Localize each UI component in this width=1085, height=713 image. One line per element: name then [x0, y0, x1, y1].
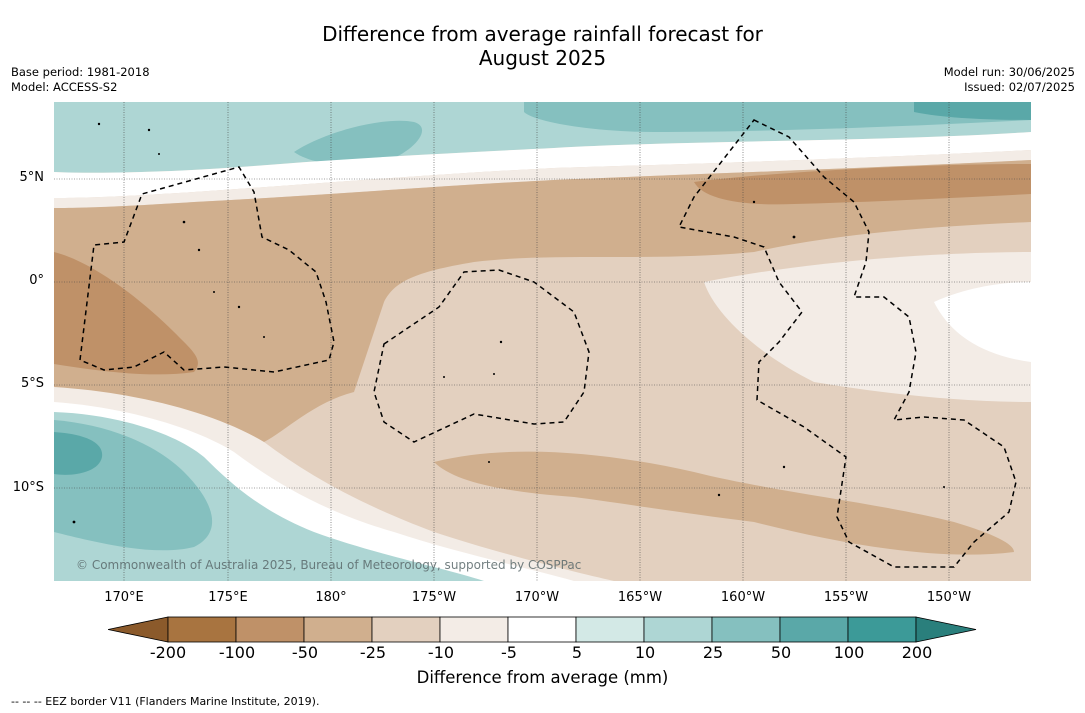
- colorbar-swatch: [643, 616, 713, 643]
- colorbar-swatch: [303, 616, 373, 643]
- lon-label-165w: 165°W: [617, 590, 663, 605]
- lat-label-5n: 5°N: [19, 170, 45, 185]
- lat-label-0: 0°: [29, 273, 44, 288]
- colorbar-swatch: [575, 616, 645, 643]
- lon-label-170w: 170°W: [514, 590, 560, 605]
- colorbar-extend-high: [915, 616, 977, 643]
- eez-borders: [79, 119, 1017, 568]
- field-brown-upper: [54, 160, 1031, 442]
- lat-label-5s: 5°S: [20, 376, 44, 391]
- lat-label-10s: 10°S: [12, 480, 44, 495]
- model-run: Model run: 30/06/2025: [943, 65, 1075, 79]
- lon-label-180: 180°: [315, 590, 347, 605]
- base-period: Base period: 1981-2018: [11, 65, 150, 79]
- colorbar-tick: -5: [501, 643, 517, 662]
- lon-label-155w: 155°W: [823, 590, 869, 605]
- colorbar-tick: -50: [291, 643, 319, 662]
- model-name: Model: ACCESS-S2: [11, 80, 118, 94]
- field-white-east: [934, 282, 1031, 362]
- colorbar-tick: -100: [218, 643, 256, 662]
- colorbar-tick: 200: [901, 643, 933, 662]
- colorbar-swatch: [847, 616, 917, 643]
- field-brown-west: [54, 252, 198, 375]
- colorbar-tick: -10: [427, 643, 455, 662]
- field-brown-strip: [694, 164, 1031, 205]
- colorbar-label: Difference from average (mm): [416, 668, 669, 687]
- gridlines: [54, 102, 1031, 581]
- lon-label-175e: 175°E: [208, 590, 248, 605]
- colorbar-swatch: [235, 616, 305, 643]
- colorbar-swatch: [439, 616, 509, 643]
- colorbar-tick: -200: [149, 643, 187, 662]
- field-teal-north-strongest: [914, 102, 1031, 120]
- colorbar-tick: 10: [634, 643, 656, 662]
- lon-label-170e: 170°E: [104, 590, 144, 605]
- field-teal-north-mid: [294, 120, 423, 166]
- colorbar-swatch: [167, 616, 237, 643]
- lon-label-175w: 175°W: [411, 590, 457, 605]
- colorbar: [108, 616, 977, 643]
- colorbar-swatch: [711, 616, 781, 643]
- colorbar-tick: 5: [571, 643, 583, 662]
- run-info: Model run: 30/06/2025 Issued: 02/07/2025: [944, 65, 1075, 95]
- chart-title: Difference from average rainfall forecas…: [0, 22, 1085, 70]
- base-info: Base period: 1981-2018 Model: ACCESS-S2: [11, 65, 150, 95]
- colorbar-tick: 50: [770, 643, 792, 662]
- lon-label-150w: 150°W: [926, 590, 972, 605]
- issued-date: Issued: 02/07/2025: [964, 80, 1075, 94]
- colorbar-tick: -25: [359, 643, 387, 662]
- rainfall-anomaly-map: [54, 102, 1031, 581]
- field-brown-south: [434, 451, 1014, 555]
- islands: [72, 122, 945, 524]
- colorbar-extend-low: [108, 616, 169, 643]
- copyright-credit: © Commonwealth of Australia 2025, Bureau…: [76, 558, 582, 572]
- field-teal-south-strongest: [54, 432, 103, 475]
- field-teal-north-strong: [524, 102, 1031, 132]
- eez-border-west: [79, 166, 335, 373]
- colorbar-swatch: [371, 616, 441, 643]
- colorbar-swatch: [779, 616, 849, 643]
- colorbar-swatch: [507, 616, 577, 643]
- eez-footnote: -- -- -- EEZ border V11 (Flanders Marine…: [11, 695, 320, 708]
- lon-label-160w: 160°W: [720, 590, 766, 605]
- title-line-1: Difference from average rainfall forecas…: [322, 22, 763, 46]
- field-white-north: [54, 132, 1031, 198]
- colorbar-tick: 25: [702, 643, 724, 662]
- eez-border-central: [373, 269, 590, 443]
- title-line-2: August 2025: [478, 46, 607, 70]
- colorbar-tick: 100: [833, 643, 865, 662]
